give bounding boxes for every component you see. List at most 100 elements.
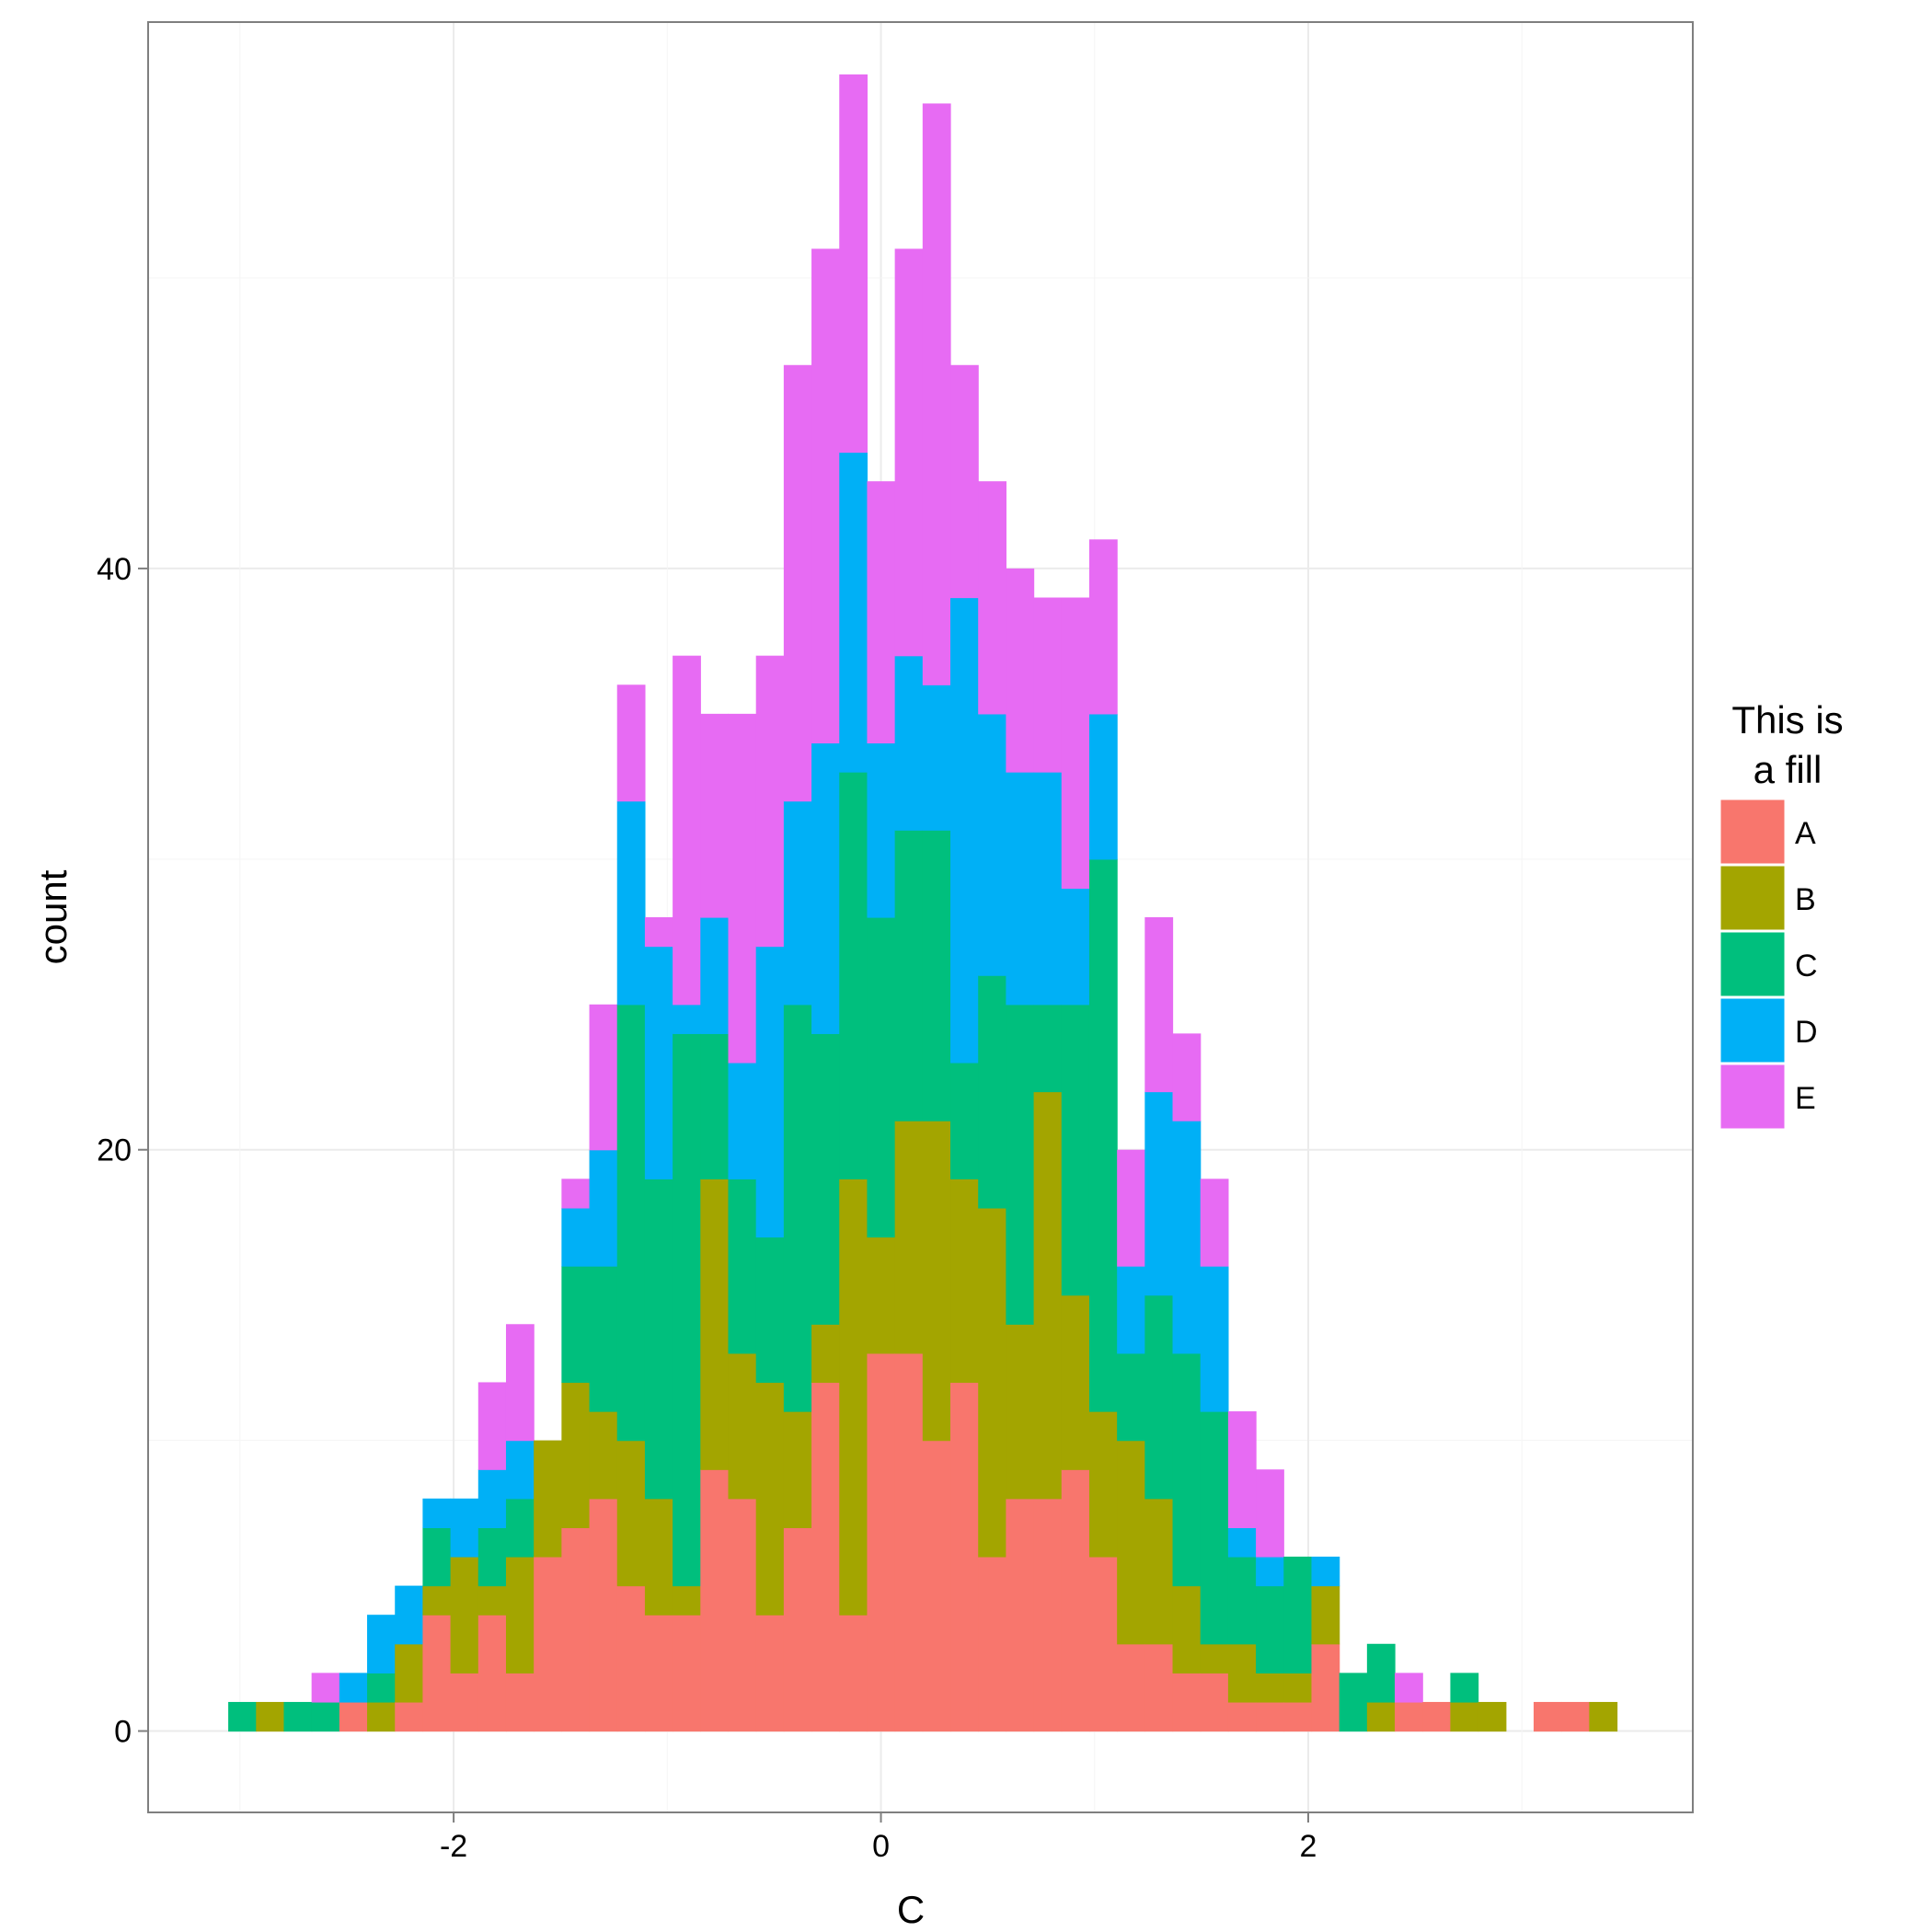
- bar-B-24: [894, 1121, 924, 1354]
- y-tick-label: 0: [114, 1715, 132, 1750]
- bar-A-10: [505, 1673, 535, 1732]
- bar-D-33: [1144, 1091, 1174, 1296]
- bar-B-9: [477, 1585, 507, 1616]
- bar-E-9: [477, 1382, 507, 1470]
- legend-title: This is: [1731, 698, 1843, 742]
- bar-C-23: [867, 917, 896, 1238]
- bar-B-7: [422, 1585, 452, 1616]
- bar-B-20: [783, 1411, 812, 1529]
- legend-key-E: [1719, 1064, 1786, 1130]
- bar-A-7: [422, 1615, 452, 1732]
- bar-D-15: [644, 946, 673, 1179]
- bar-C-35: [1200, 1411, 1229, 1645]
- bar-B-34: [1172, 1585, 1202, 1673]
- bar-A-38: [1283, 1701, 1313, 1732]
- bar-C-27: [978, 975, 1006, 1209]
- legend-label-E: E: [1795, 1081, 1816, 1116]
- bar-D-39: [1311, 1557, 1340, 1587]
- bar-D-20: [783, 800, 812, 1006]
- legend-label-D: D: [1795, 1015, 1818, 1050]
- bar-D-10: [505, 1440, 535, 1500]
- bar-B-12: [561, 1382, 591, 1529]
- bar-A-32: [1117, 1643, 1145, 1732]
- bar-A-22: [839, 1615, 868, 1732]
- bar-A-48: [1561, 1701, 1590, 1732]
- bar-E-22: [839, 74, 868, 454]
- bar-B-41: [1366, 1701, 1396, 1732]
- bar-B-15: [644, 1498, 673, 1616]
- bar-B-13: [589, 1411, 618, 1500]
- bar-B-16: [673, 1585, 701, 1616]
- x-axis-title: C: [897, 1888, 925, 1931]
- bar-E-19: [755, 655, 785, 948]
- bar-A-24: [894, 1352, 924, 1732]
- bar-E-33: [1144, 917, 1174, 1093]
- bar-A-25: [922, 1440, 951, 1732]
- bar-A-35: [1200, 1673, 1229, 1732]
- bar-B-22: [839, 1179, 868, 1616]
- bar-D-8: [450, 1498, 479, 1558]
- bar-B-27: [978, 1207, 1006, 1558]
- bar-B-18: [728, 1352, 757, 1500]
- bar-D-22: [839, 452, 868, 773]
- legend-key-B: [1719, 865, 1786, 931]
- bar-C-29: [1033, 1004, 1063, 1093]
- bar-D-25: [922, 684, 951, 831]
- bar-D-12: [561, 1207, 591, 1267]
- bar-D-19: [755, 946, 785, 1238]
- bar-C-7: [422, 1527, 452, 1587]
- bar-E-12: [561, 1179, 591, 1209]
- bar-A-8: [450, 1673, 479, 1732]
- bar-E-31: [1088, 539, 1118, 715]
- bar-A-17: [700, 1469, 730, 1732]
- bar-A-29: [1033, 1498, 1063, 1732]
- bar-B-32: [1117, 1440, 1145, 1645]
- bar-E-20: [783, 364, 812, 802]
- bar-B-28: [1006, 1324, 1035, 1500]
- bar-C-18: [728, 1179, 757, 1354]
- bar-C-10: [505, 1498, 535, 1558]
- bar-C-5: [367, 1673, 396, 1703]
- bar-C-28: [1006, 1004, 1035, 1325]
- bar-D-37: [1256, 1557, 1284, 1587]
- bar-A-6: [395, 1701, 424, 1732]
- bar-A-15: [644, 1615, 673, 1732]
- bar-A-37: [1256, 1701, 1284, 1732]
- bar-C-13: [589, 1266, 618, 1412]
- bar-E-13: [589, 1004, 618, 1151]
- legend-key-A: [1719, 799, 1786, 865]
- bar-B-45: [1478, 1701, 1507, 1732]
- bar-C-19: [755, 1236, 785, 1384]
- bar-E-34: [1172, 1033, 1202, 1121]
- bar-B-23: [867, 1236, 896, 1354]
- bar-B-44: [1450, 1701, 1479, 1732]
- bar-B-21: [811, 1324, 840, 1384]
- bar-E-14: [616, 684, 646, 802]
- bar-D-7: [422, 1498, 452, 1529]
- bar-C-32: [1117, 1352, 1145, 1442]
- bar-C-16: [673, 1033, 701, 1587]
- bar-C-22: [839, 772, 868, 1179]
- bar-E-35: [1200, 1179, 1229, 1267]
- bar-C-9: [477, 1527, 507, 1587]
- bar-C-38: [1283, 1557, 1313, 1673]
- bar-D-24: [894, 655, 924, 831]
- bar-C-37: [1256, 1585, 1284, 1673]
- bar-C-12: [561, 1266, 591, 1384]
- bar-C-40: [1339, 1673, 1368, 1732]
- bar-D-23: [867, 742, 896, 918]
- bar-E-3: [311, 1673, 340, 1703]
- legend-label-B: B: [1795, 882, 1816, 917]
- bar-D-28: [1006, 772, 1035, 1006]
- y-axis-title: count: [31, 869, 75, 964]
- bar-A-21: [811, 1382, 840, 1732]
- y-tick-label: 20: [97, 1133, 132, 1168]
- bar-D-34: [1172, 1121, 1202, 1354]
- legend-label-C: C: [1795, 949, 1818, 983]
- bar-E-25: [922, 103, 951, 685]
- bar-D-35: [1200, 1266, 1229, 1412]
- bar-C-2: [283, 1701, 313, 1732]
- bar-E-28: [1006, 568, 1035, 773]
- bar-E-27: [978, 481, 1006, 715]
